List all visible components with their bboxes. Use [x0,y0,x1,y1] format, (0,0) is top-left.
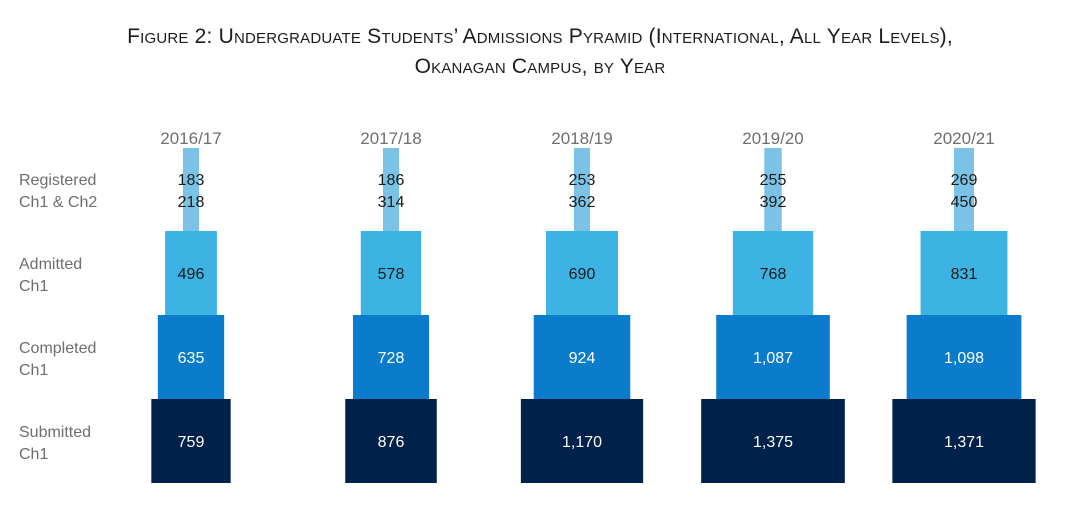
row-label-submitted: Submitted [19,424,91,441]
value-completed: 1,098 [944,350,984,367]
bar-registered [573,148,591,231]
value-admitted: 496 [178,266,205,283]
value-registered-ch1: 255 [760,172,787,189]
bar-completed [716,315,830,399]
value-registered-ch1-ch2: 218 [178,194,205,211]
bar-registered [764,148,782,231]
bar-submitted [345,399,437,483]
value-submitted: 1,375 [753,434,793,451]
value-submitted: 876 [378,434,405,451]
row-label-admitted: Ch1 [19,278,48,295]
value-admitted: 690 [569,266,596,283]
value-admitted: 578 [378,266,405,283]
value-registered-ch1: 183 [178,172,205,189]
value-submitted: 1,371 [944,434,984,451]
year-label: 2017/18 [360,129,421,148]
bar-completed [906,315,1022,399]
value-completed: 924 [569,350,596,367]
bar-admitted [732,231,814,315]
value-registered-ch1-ch2: 450 [951,194,978,211]
bar-admitted [920,231,1008,315]
value-admitted: 831 [951,266,978,283]
row-label-completed: Completed [19,340,96,357]
bar-submitted [151,399,231,483]
row-label-registered: Registered [19,172,96,189]
bar-completed [157,315,225,399]
value-registered-ch1-ch2: 362 [569,194,596,211]
value-registered-ch1: 186 [378,172,405,189]
bar-registered [383,148,399,231]
row-label-registered: Ch1 & Ch2 [19,194,97,211]
row-label-completed: Ch1 [19,362,48,379]
value-registered-ch1-ch2: 392 [760,194,787,211]
value-submitted: 1,170 [562,434,602,451]
bar-completed [352,315,430,399]
row-label-submitted: Ch1 [19,446,48,463]
bar-admitted [360,231,422,315]
value-completed: 728 [378,350,405,367]
chart-title-line-2: Okanagan Campus, by Year [414,55,666,78]
value-submitted: 759 [178,434,205,451]
chart-title-line-1: Figure 2: Undergraduate Students’ Admiss… [127,25,953,48]
value-registered-ch1: 269 [951,172,978,189]
bar-submitted [701,399,845,483]
year-label: 2018/19 [551,129,612,148]
year-label: 2016/17 [160,129,221,148]
value-admitted: 768 [760,266,787,283]
value-registered-ch1: 253 [569,172,596,189]
bar-submitted [520,399,644,483]
year-label: 2019/20 [742,129,803,148]
bar-registered [953,148,975,231]
year-label: 2020/21 [933,129,994,148]
bar-submitted [892,399,1036,483]
bar-completed [533,315,631,399]
bar-registered [183,148,199,231]
value-completed: 635 [178,350,205,367]
bar-admitted [545,231,619,315]
row-label-admitted: Admitted [19,256,82,273]
value-completed: 1,087 [753,350,793,367]
value-registered-ch1-ch2: 314 [378,194,405,211]
bar-admitted [165,231,217,315]
chart-title: Figure 2: Undergraduate Students’ Admiss… [0,22,1080,82]
